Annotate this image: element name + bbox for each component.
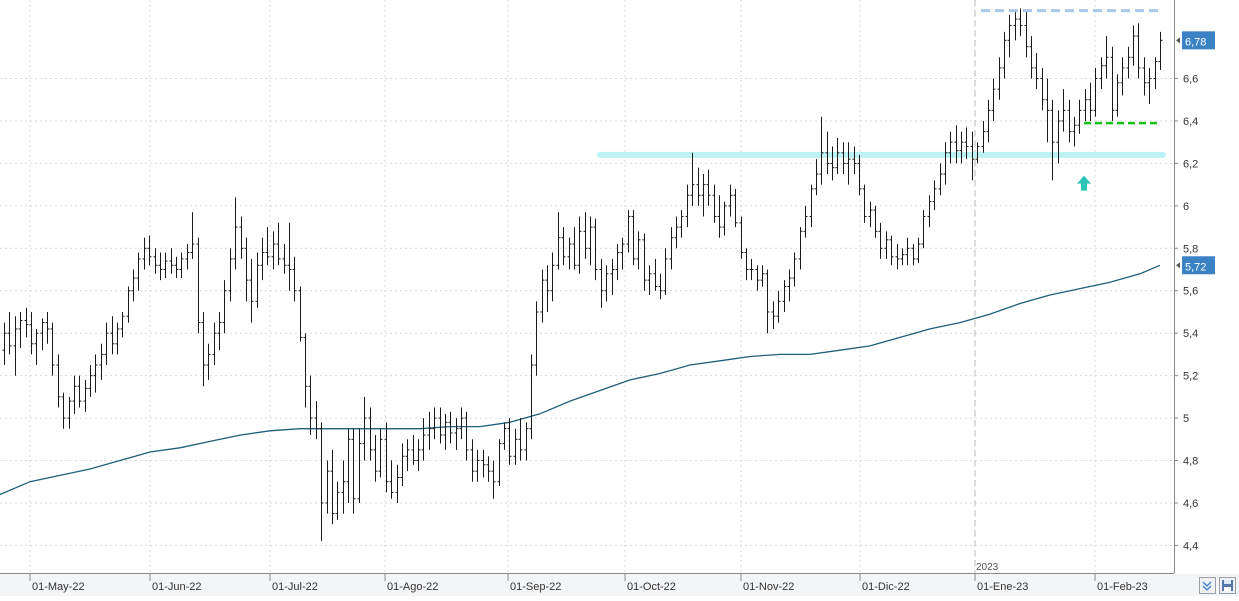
last-price-badge-pointer: [1176, 37, 1180, 44]
year-marker-label: 2023: [976, 562, 999, 573]
y-tick-label: 4,8: [1183, 456, 1198, 468]
x-tick-label: 01-Sep-22: [510, 581, 561, 593]
y-tick-label: 6,6: [1183, 74, 1198, 86]
y-tick-label: 5,8: [1183, 243, 1198, 255]
y-tick-label: 6: [1183, 201, 1189, 213]
x-tick-label: 01-Ago-22: [387, 581, 438, 593]
y-tick-label: 5,4: [1183, 328, 1198, 340]
expand-icon[interactable]: [1199, 577, 1216, 594]
last-price-badge-box: [1182, 31, 1215, 50]
x-tick-label: 01-Jul-22: [272, 581, 318, 593]
save-icon[interactable]: [1219, 577, 1236, 594]
y-tick-label: 5,2: [1183, 371, 1198, 383]
ohlc-bars: [2, 8, 1163, 542]
x-tick-label: 01-May-22: [32, 581, 85, 593]
moving-average-badge-box: [1182, 256, 1215, 275]
y-tick-label: 6,4: [1183, 116, 1198, 128]
x-tick-label: 01-Dic-22: [862, 581, 910, 593]
x-tick-label: 01-Oct-22: [627, 581, 676, 593]
y-tick-label: 4,4: [1183, 540, 1198, 552]
moving-average-badge-pointer: [1176, 262, 1180, 269]
x-tick-label: 01-Ene-23: [977, 581, 1028, 593]
up-arrow-icon: [1077, 175, 1091, 191]
y-tick-label: 5,6: [1183, 286, 1198, 298]
level-lines: [981, 9, 1163, 191]
grid: [0, 0, 1174, 573]
moving-average-path: [0, 264, 1161, 496]
x-tick-label: 01-Nov-22: [743, 581, 794, 593]
moving-average-badge-label: 5,72: [1185, 261, 1206, 273]
y-tick-label: 6,2: [1183, 158, 1198, 170]
moving-average-line: [0, 264, 1161, 496]
y-tick-label: 4,6: [1183, 498, 1198, 510]
y-tick-label: 5: [1183, 413, 1189, 425]
x-tick-label: 01-Feb-23: [1097, 581, 1148, 593]
x-tick-label: 01-Jun-22: [152, 581, 202, 593]
x-axis-strip: [0, 574, 1239, 596]
last-price-badge-label: 6,78: [1185, 36, 1206, 48]
